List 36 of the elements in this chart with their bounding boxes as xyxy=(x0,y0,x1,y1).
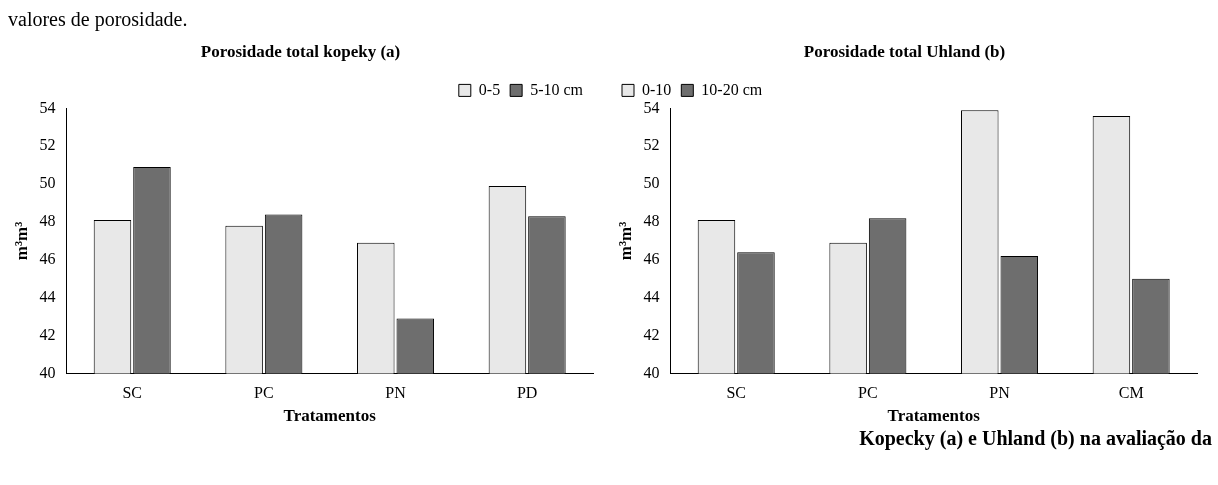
y-tick-label: 50 xyxy=(39,174,56,192)
x-tick-label: SC xyxy=(726,384,747,402)
x-tick-label: SC xyxy=(122,384,143,402)
legend-label: 0-5 xyxy=(478,80,501,98)
y-tick-label: 48 xyxy=(39,212,56,230)
y-axis-title: m³m³ xyxy=(11,221,31,261)
x-tick-label: PC xyxy=(858,384,878,402)
y-tick-label: 44 xyxy=(39,287,56,305)
chart-title: Porosidade total Uhland (b) xyxy=(803,41,1006,61)
x-tick-label: CM xyxy=(1118,384,1144,402)
y-tick-label: 44 xyxy=(643,287,660,305)
x-axis-title: Tratamentos xyxy=(283,406,377,426)
x-tick-label: PC xyxy=(254,384,274,402)
legend-label: 0-10 xyxy=(642,80,672,98)
y-tick-label: 40 xyxy=(39,363,56,381)
y-tick-label: 48 xyxy=(643,212,660,230)
legend-label: 10-20 cm xyxy=(701,80,763,98)
y-tick-label: 42 xyxy=(39,325,56,343)
y-tick-label: 54 xyxy=(39,98,56,116)
y-tick-label: 46 xyxy=(643,250,660,268)
y-tick-label: 46 xyxy=(39,250,56,268)
legend-label: 5-10 cm xyxy=(530,80,584,98)
y-tick-label: 40 xyxy=(643,363,660,381)
y-tick-label: 50 xyxy=(643,174,660,192)
y-tick-label: 52 xyxy=(39,136,56,154)
x-tick-label: PD xyxy=(516,384,538,402)
x-tick-label: PN xyxy=(989,384,1011,402)
chart-title: Porosidade total kopeky (a) xyxy=(200,41,401,61)
y-tick-label: 42 xyxy=(643,325,660,343)
y-axis-title: m³m³ xyxy=(615,221,635,261)
text: Kopecky (a) e Uhland (b) na avaliação da xyxy=(858,427,1212,451)
x-axis-title: Tratamentos xyxy=(887,406,981,426)
x-tick-label: PN xyxy=(385,384,407,402)
text: valores de porosidade. xyxy=(8,8,189,32)
y-tick-label: 52 xyxy=(643,136,660,154)
y-tick-label: 54 xyxy=(643,98,660,116)
